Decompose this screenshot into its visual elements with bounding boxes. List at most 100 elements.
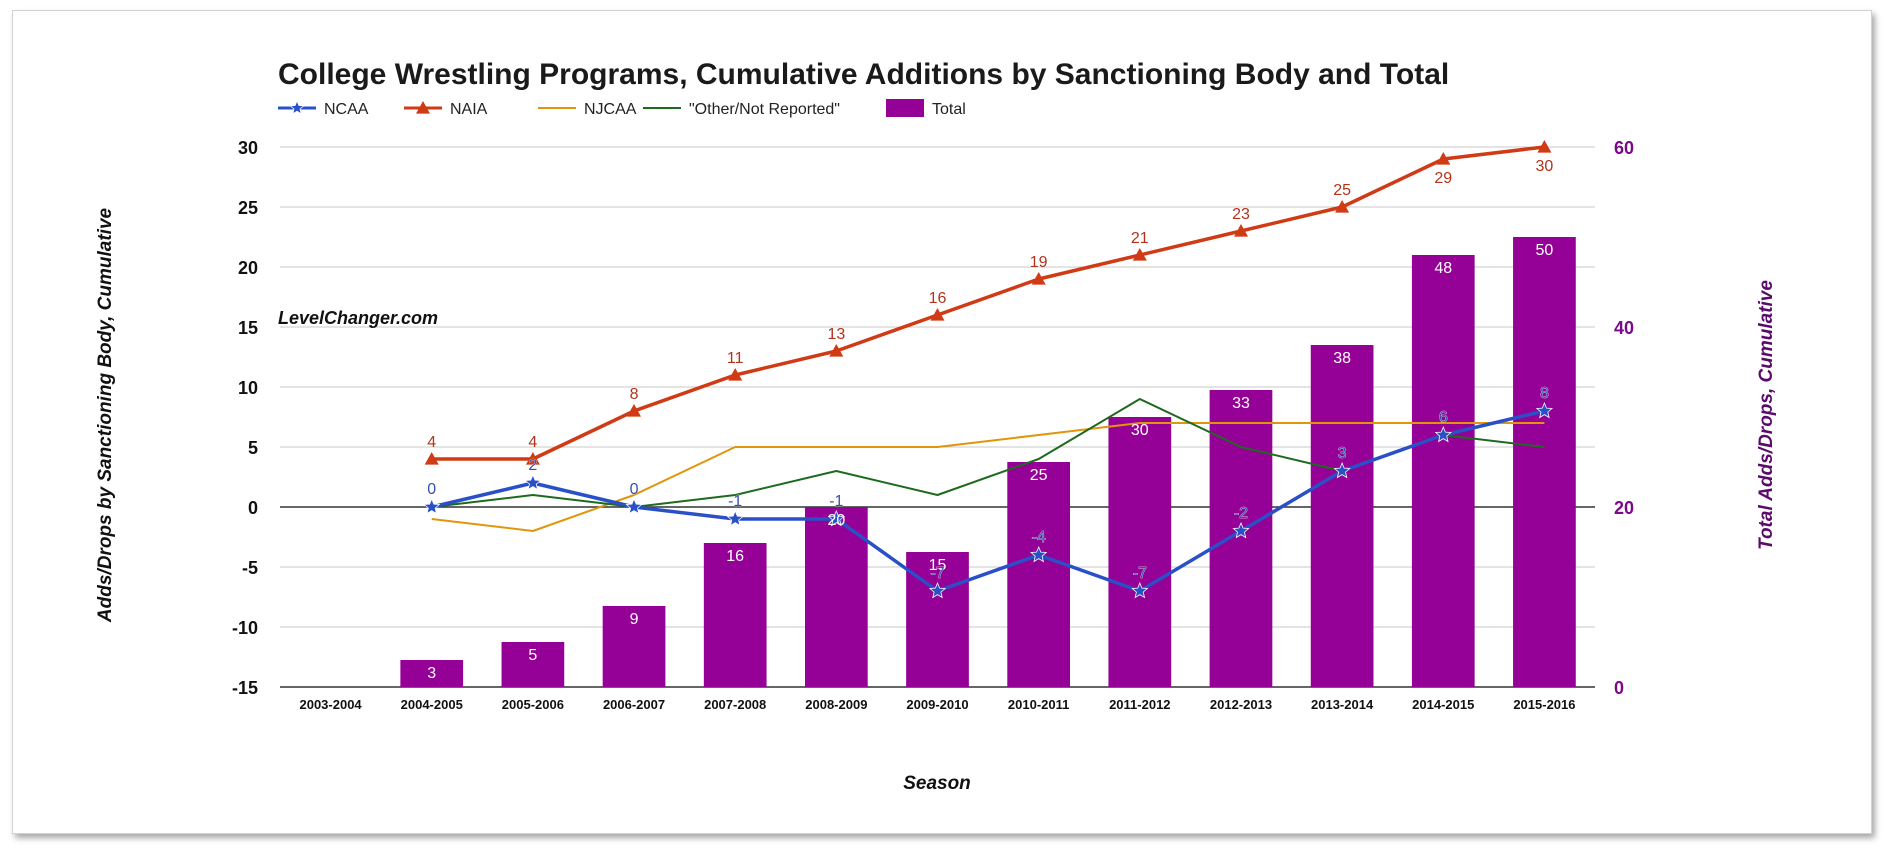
point-naia bbox=[1031, 272, 1046, 285]
x-tick-label: 2007-2008 bbox=[704, 697, 766, 712]
x-axis-title: Season bbox=[903, 773, 971, 794]
point-naia bbox=[424, 452, 439, 465]
bar-value-label: 25 bbox=[1030, 467, 1048, 484]
naia-value-label: 4 bbox=[427, 434, 436, 451]
y2-tick-label: 0 bbox=[1614, 678, 1624, 698]
series-line-othernotreported bbox=[431, 398, 1545, 508]
bar-value-label: 15 bbox=[929, 557, 947, 574]
point-naia bbox=[525, 452, 540, 465]
y-tick-label: 0 bbox=[248, 498, 258, 518]
bar-value-label: 16 bbox=[726, 548, 744, 565]
bar-value-label: 30 bbox=[1131, 422, 1149, 439]
x-tick-label: 2013-2014 bbox=[1311, 697, 1374, 712]
point-naia bbox=[1132, 248, 1147, 261]
point-naia bbox=[1335, 200, 1350, 213]
point-ncaa bbox=[1232, 521, 1250, 539]
point-ncaa bbox=[1030, 545, 1048, 563]
point-naia bbox=[627, 404, 641, 417]
point-ncaa bbox=[423, 497, 441, 515]
series-line-naia bbox=[431, 145, 1545, 461]
legend-swatch-total bbox=[886, 99, 924, 117]
point-naia bbox=[1436, 152, 1451, 165]
x-tick-label: 2003-2004 bbox=[299, 697, 362, 712]
point-naia bbox=[1537, 140, 1552, 153]
bar-value-label: 48 bbox=[1434, 260, 1452, 277]
naia-value-label: 25 bbox=[1333, 182, 1351, 199]
x-tick-label: 2006-2007 bbox=[603, 697, 665, 712]
watermark: LevelChanger.com bbox=[278, 308, 438, 328]
x-tick-label: 2008-2009 bbox=[805, 697, 867, 712]
bar-value-label: 20 bbox=[827, 512, 845, 529]
point-ncaa bbox=[928, 581, 947, 599]
y-tick-label: 10 bbox=[238, 378, 258, 398]
point-ncaa bbox=[1535, 401, 1553, 419]
bar-total bbox=[804, 507, 868, 687]
point-ncaa bbox=[625, 497, 643, 515]
naia-value-label: 4 bbox=[528, 434, 537, 451]
bar-value-label: 38 bbox=[1333, 350, 1351, 367]
ncaa-value-label: 6 bbox=[1439, 409, 1448, 426]
ncaa-value-label: -1 bbox=[829, 493, 843, 510]
y2-tick-label: 40 bbox=[1614, 318, 1634, 338]
x-tick-label: 2015-2016 bbox=[1513, 697, 1575, 712]
series-line-ncaa bbox=[431, 409, 1545, 593]
point-ncaa bbox=[1131, 581, 1149, 599]
legend-label-ncaa: NCAA bbox=[324, 101, 369, 118]
y-tick-label: -15 bbox=[232, 678, 258, 698]
bar-value-label: 9 bbox=[630, 611, 639, 628]
point-naia bbox=[728, 368, 743, 381]
point-ncaa bbox=[1434, 425, 1452, 443]
x-tick-label: 2005-2006 bbox=[502, 697, 564, 712]
bar-total bbox=[1411, 255, 1475, 687]
x-tick-label: 2010-2011 bbox=[1008, 697, 1069, 712]
bar-value-label: 5 bbox=[528, 647, 537, 664]
point-naia bbox=[1234, 224, 1248, 237]
y-tick-label: 20 bbox=[238, 258, 258, 278]
ncaa-value-label: -4 bbox=[1032, 529, 1046, 546]
ncaa-value-label: -1 bbox=[728, 493, 742, 510]
ncaa-value-label: -7 bbox=[930, 565, 944, 582]
point-naia bbox=[930, 308, 945, 321]
x-tick-label: 2012-2013 bbox=[1210, 697, 1272, 712]
y-tick-label: 15 bbox=[238, 318, 258, 338]
y2-tick-label: 20 bbox=[1614, 498, 1634, 518]
naia-value-label: 16 bbox=[929, 290, 947, 307]
naia-value-label: 19 bbox=[1030, 254, 1048, 271]
ncaa-value-label: -2 bbox=[1234, 505, 1248, 522]
naia-value-label: 29 bbox=[1434, 170, 1452, 187]
series-line-njcaa bbox=[431, 422, 1545, 532]
legend-label-total: Total bbox=[932, 101, 966, 118]
naia-value-label: 13 bbox=[827, 326, 845, 343]
bar-total bbox=[1108, 417, 1172, 687]
x-tick-label: 2014-2015 bbox=[1412, 697, 1474, 712]
ncaa-value-label: 0 bbox=[630, 481, 639, 498]
y-tick-label: 30 bbox=[238, 138, 258, 158]
y-tick-label: 5 bbox=[248, 438, 258, 458]
ncaa-value-label: 2 bbox=[528, 457, 537, 474]
naia-value-label: 8 bbox=[630, 386, 639, 403]
bar-value-label: 33 bbox=[1232, 395, 1250, 412]
legend-label-njcaa: NJCAA bbox=[584, 101, 637, 118]
bar-total bbox=[602, 606, 666, 687]
bar-total bbox=[1513, 237, 1576, 687]
chart-title: College Wrestling Programs, Cumulative A… bbox=[278, 58, 1449, 91]
ncaa-value-label: 3 bbox=[1338, 445, 1347, 462]
bar-value-label: 50 bbox=[1536, 242, 1554, 259]
point-ncaa bbox=[827, 509, 845, 527]
ncaa-value-label: 8 bbox=[1540, 385, 1549, 402]
y-tick-label: 25 bbox=[238, 198, 258, 218]
bar-total bbox=[400, 660, 464, 687]
bar-total bbox=[1007, 462, 1071, 687]
x-tick-label: 2011-2012 bbox=[1109, 697, 1170, 712]
point-naia bbox=[829, 344, 844, 357]
x-tick-label: 2009-2010 bbox=[906, 697, 968, 712]
naia-value-label: 21 bbox=[1131, 230, 1149, 247]
bar-value-label: 3 bbox=[427, 665, 436, 682]
ncaa-value-label: 0 bbox=[427, 481, 436, 498]
y-tick-label: -10 bbox=[232, 618, 258, 638]
point-ncaa bbox=[726, 509, 744, 527]
naia-value-label: 30 bbox=[1536, 158, 1554, 175]
y-axis-title: Adds/Drops by Sanctioning Body, Cumulati… bbox=[95, 207, 116, 623]
y-tick-label: -5 bbox=[242, 558, 258, 578]
